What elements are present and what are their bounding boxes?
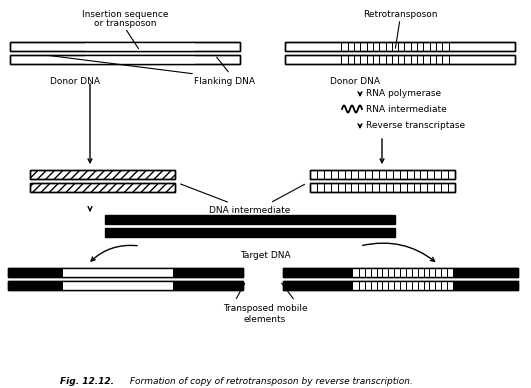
Bar — [10, 55, 240, 64]
Bar — [353, 281, 453, 290]
Bar — [8, 281, 243, 290]
Bar — [283, 268, 518, 277]
Bar — [8, 281, 243, 290]
Bar — [310, 183, 455, 192]
Bar — [310, 170, 455, 179]
Bar — [283, 281, 518, 290]
Text: Insertion sequence: Insertion sequence — [82, 10, 168, 19]
Bar — [310, 183, 455, 192]
Bar — [353, 268, 453, 277]
FancyArrowPatch shape — [91, 245, 137, 261]
Bar — [105, 215, 395, 224]
Bar — [30, 170, 175, 179]
Text: Formation of copy of retrotransposon by reverse transcription.: Formation of copy of retrotransposon by … — [127, 378, 413, 386]
Text: Fig. 12.12.: Fig. 12.12. — [60, 378, 114, 386]
Bar — [30, 170, 175, 179]
Text: Donor DNA: Donor DNA — [50, 77, 100, 86]
Text: Retrotransposon: Retrotransposon — [363, 10, 437, 19]
Text: Flanking DNA: Flanking DNA — [194, 77, 255, 86]
Bar — [283, 281, 518, 290]
Bar — [85, 42, 195, 51]
Text: or transposon: or transposon — [94, 19, 156, 28]
Bar — [105, 228, 395, 237]
Bar — [63, 281, 173, 290]
Bar — [30, 183, 175, 192]
Text: DNA intermediate: DNA intermediate — [209, 206, 290, 215]
Bar — [85, 55, 195, 64]
Bar — [285, 55, 515, 64]
Bar — [10, 55, 240, 64]
FancyArrowPatch shape — [363, 243, 434, 261]
Bar — [85, 42, 195, 51]
Text: Reverse transcriptase: Reverse transcriptase — [366, 121, 465, 130]
Text: RNA intermediate: RNA intermediate — [366, 104, 447, 114]
Text: Transposed mobile: Transposed mobile — [222, 304, 307, 313]
Bar — [63, 281, 173, 290]
Text: elements: elements — [244, 315, 286, 324]
Bar — [285, 55, 515, 64]
Text: Target DNA: Target DNA — [239, 251, 290, 260]
Bar — [30, 183, 175, 192]
Bar — [283, 268, 518, 277]
Bar — [285, 42, 515, 51]
Bar — [63, 268, 173, 277]
Bar — [10, 42, 240, 51]
Bar — [310, 170, 455, 179]
Bar — [63, 268, 173, 277]
Bar — [8, 268, 243, 277]
Bar — [8, 268, 243, 277]
Text: RNA polymerase: RNA polymerase — [366, 90, 441, 99]
Bar — [85, 55, 195, 64]
Bar — [10, 42, 240, 51]
Bar — [285, 42, 515, 51]
Text: Donor DNA: Donor DNA — [330, 77, 380, 86]
